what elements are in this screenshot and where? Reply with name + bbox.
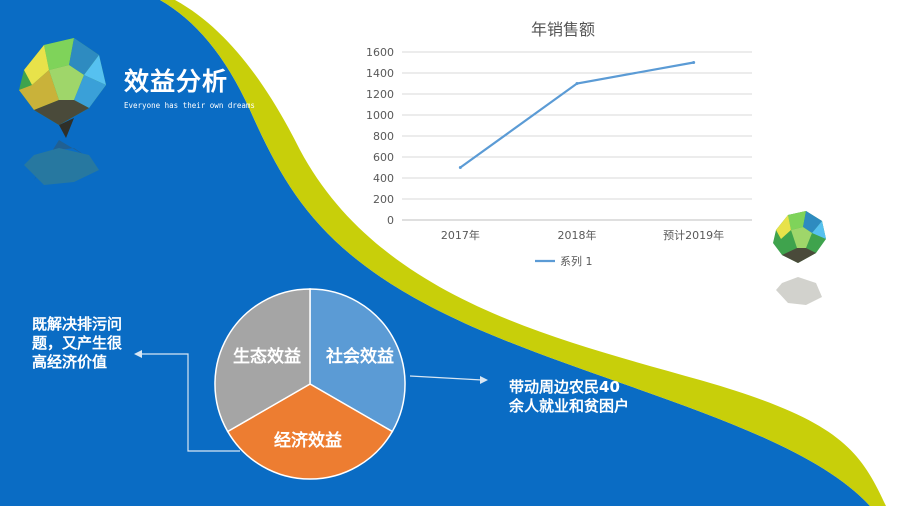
pie-segment-economic: [226, 383, 394, 480]
chart-series: [458, 61, 696, 169]
right-connector-arrow: [409, 375, 483, 381]
y-tick-label: 1600: [366, 46, 394, 59]
y-tick-label: 0: [387, 214, 394, 227]
sales-line-chart: 年销售额 0 200 400 600 800 1000 1200 1400 1600 2017年…: [366, 20, 752, 268]
pie-label-social: 社会效益: [325, 346, 394, 367]
data-point: [692, 61, 696, 64]
pie-segment-social: [309, 288, 406, 433]
x-tick-label: 2017年: [441, 228, 480, 242]
chart-x-axis: 2017年 2018年 预计2019年: [441, 228, 724, 242]
data-point: [458, 166, 462, 169]
low-poly-island-icon: [773, 211, 826, 305]
white-wave-area: [160, 0, 900, 506]
chart-y-axis: 0 200 400 600 800 1000 1200 1400 1600: [366, 46, 394, 227]
y-tick-label: 1000: [366, 109, 394, 122]
left-arrow-head-icon: [134, 350, 142, 358]
data-point: [575, 82, 579, 85]
y-tick-label: 600: [373, 151, 394, 164]
ecological-note: 既解决排污问题，又产生很高经济价值: [32, 315, 123, 371]
chart-legend: 系列 1: [535, 254, 593, 268]
page-subtitle: Everyone has their own dreams: [124, 101, 255, 110]
y-tick-label: 1400: [366, 67, 394, 80]
pie-segment-ecological: [214, 288, 311, 433]
chart-grid: [402, 51, 752, 221]
y-tick-label: 800: [373, 130, 394, 143]
y-tick-label: 200: [373, 193, 394, 206]
x-tick-label: 2018年: [558, 228, 597, 242]
chart-title: 年销售额: [531, 20, 595, 39]
left-connector-arrow: [140, 353, 240, 452]
page-title: 效益分析: [124, 67, 229, 96]
y-tick-label: 1200: [366, 88, 394, 101]
legend-label: 系列 1: [560, 254, 593, 268]
pie-label-economic: 经济效益: [274, 430, 342, 451]
right-arrow-head-icon: [480, 376, 488, 384]
social-note: 带动周边农民40余人就业和贫困户: [509, 378, 630, 415]
benefit-pie-chart: 社会效益 经济效益 生态效益: [214, 288, 406, 480]
y-tick-label: 400: [373, 172, 394, 185]
x-tick-label: 预计2019年: [663, 228, 724, 242]
yellow-wave-band: [160, 0, 886, 506]
low-poly-island-icon: [19, 38, 106, 185]
pie-label-ecological: 生态效益: [233, 346, 301, 367]
